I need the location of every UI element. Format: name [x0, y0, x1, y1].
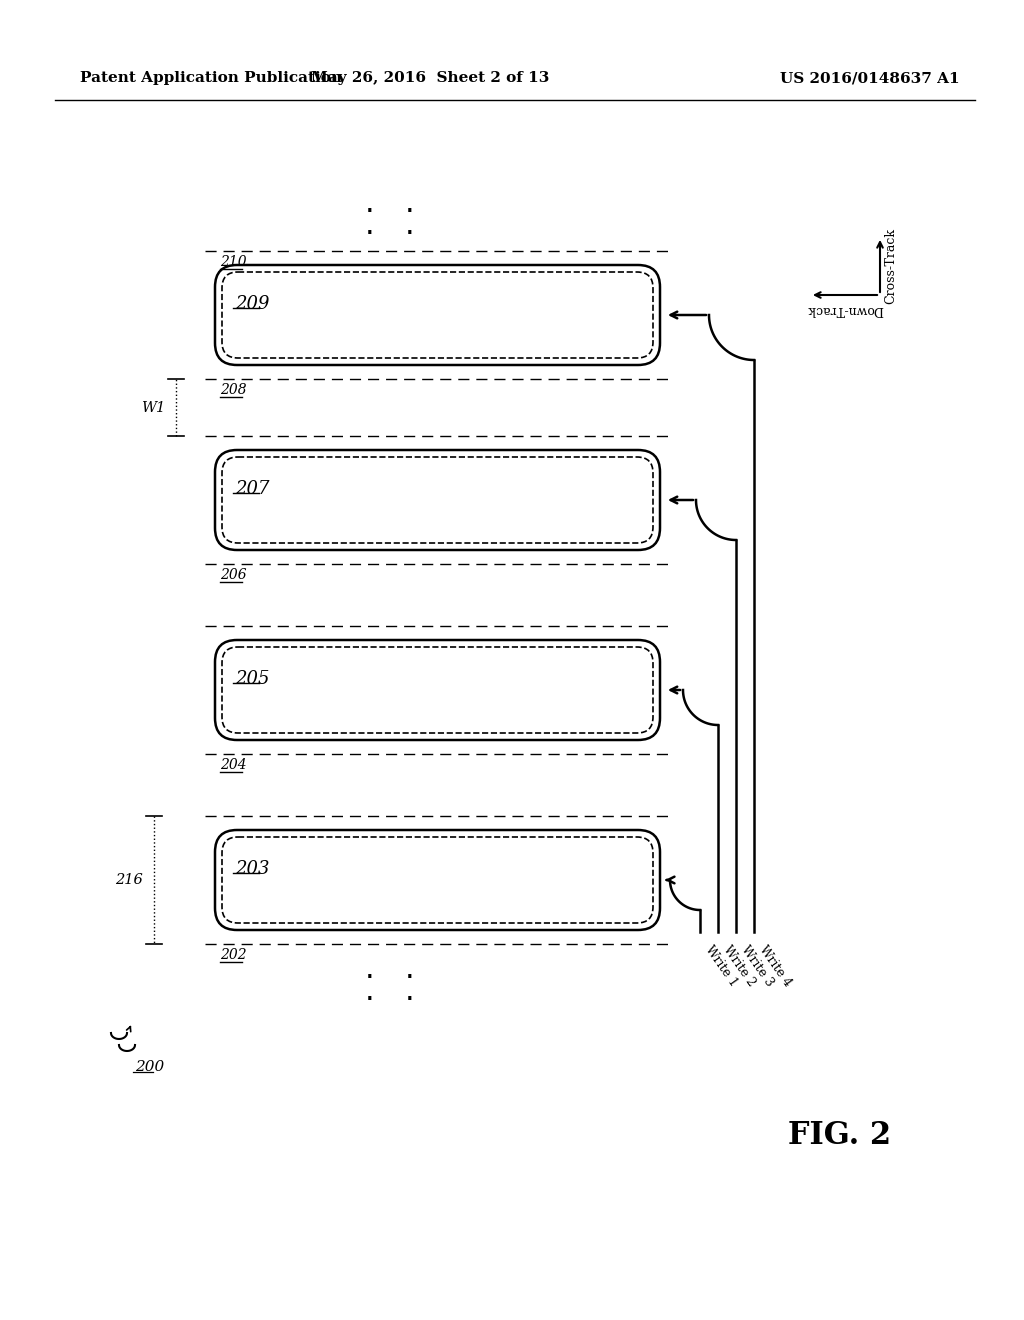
Text: 205: 205	[234, 671, 269, 688]
FancyBboxPatch shape	[215, 450, 660, 550]
Text: US 2016/0148637 A1: US 2016/0148637 A1	[780, 71, 959, 84]
Text: 202: 202	[220, 948, 247, 962]
Text: .: .	[366, 954, 375, 983]
Text: Patent Application Publication: Patent Application Publication	[80, 71, 342, 84]
Text: Down-Track: Down-Track	[807, 304, 884, 315]
Text: 206: 206	[220, 568, 247, 582]
FancyBboxPatch shape	[215, 265, 660, 366]
Text: 208: 208	[220, 383, 247, 397]
Text: .: .	[366, 189, 375, 218]
Text: 207: 207	[234, 480, 269, 498]
Text: 210: 210	[220, 255, 247, 269]
Text: Write 1: Write 1	[703, 942, 740, 989]
Text: .: .	[406, 189, 415, 218]
Text: W1: W1	[140, 400, 165, 414]
Text: 209: 209	[234, 294, 269, 313]
Text: .: .	[406, 210, 415, 239]
Text: .: .	[366, 210, 375, 239]
Text: 203: 203	[234, 861, 269, 878]
FancyBboxPatch shape	[215, 640, 660, 741]
Text: 216: 216	[116, 873, 143, 887]
Text: .: .	[366, 977, 375, 1006]
Text: 200: 200	[135, 1060, 164, 1074]
Text: .: .	[406, 977, 415, 1006]
Text: Cross-Track: Cross-Track	[884, 228, 897, 304]
Text: 204: 204	[220, 758, 247, 772]
Text: .: .	[406, 954, 415, 983]
FancyBboxPatch shape	[215, 830, 660, 931]
Text: Write 3: Write 3	[739, 942, 776, 989]
Text: Write 4: Write 4	[757, 942, 795, 989]
Text: FIG. 2: FIG. 2	[788, 1119, 892, 1151]
Text: May 26, 2016  Sheet 2 of 13: May 26, 2016 Sheet 2 of 13	[311, 71, 549, 84]
Text: Write 2: Write 2	[721, 942, 759, 989]
